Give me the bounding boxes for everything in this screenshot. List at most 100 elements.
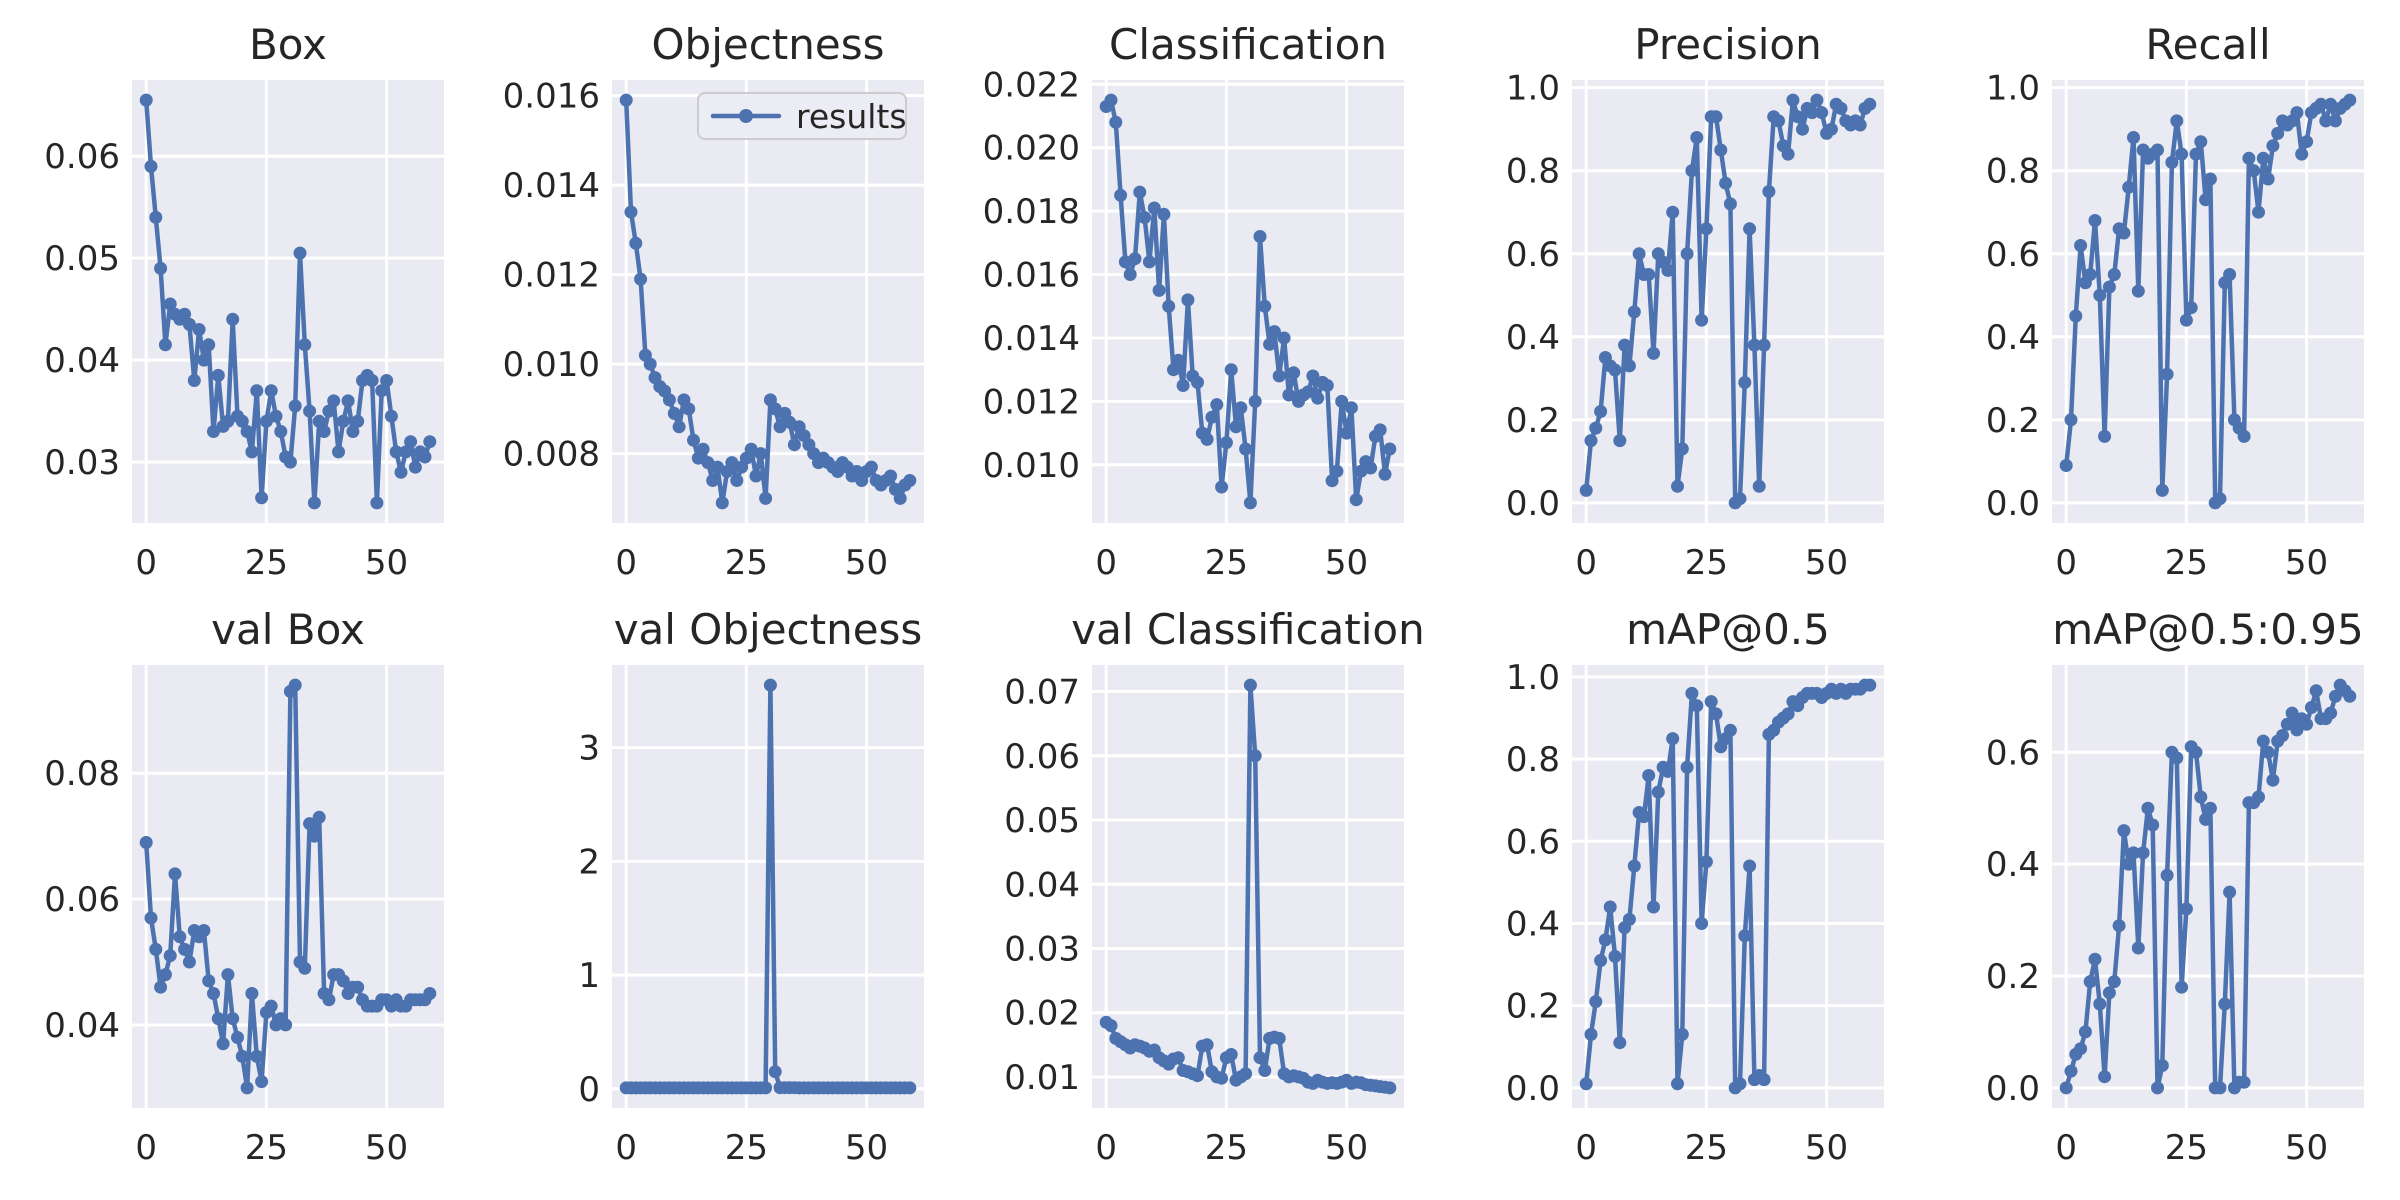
data-point-marker bbox=[1215, 1071, 1229, 1085]
data-point-marker bbox=[158, 338, 172, 352]
data-point-marker bbox=[1267, 325, 1281, 339]
y-tick-label: 0.022 bbox=[983, 65, 1080, 105]
x-tick-label: 50 bbox=[2285, 543, 2328, 583]
data-point-marker bbox=[423, 987, 437, 1000]
data-point-marker bbox=[730, 474, 744, 487]
data-point-marker bbox=[1632, 247, 1646, 261]
data-point-marker bbox=[1277, 331, 1291, 345]
subplot-row-train: Box 0 25 50 0.03 0.04 0.05 0.06 Objectness 0 25… bbox=[44, 0, 2400, 600]
data-point-marker bbox=[2304, 701, 2318, 714]
data-point-marker bbox=[2266, 773, 2280, 787]
data-point-marker bbox=[2203, 172, 2217, 186]
data-point-marker bbox=[168, 867, 182, 881]
data-point-marker bbox=[1757, 1073, 1771, 1087]
data-point-marker bbox=[1200, 1038, 1214, 1052]
data-point-marker bbox=[298, 338, 312, 352]
data-point-marker bbox=[1680, 247, 1694, 261]
data-point-marker bbox=[1810, 93, 1824, 107]
data-point-marker bbox=[2213, 1081, 2227, 1095]
data-point-marker bbox=[1709, 110, 1723, 124]
data-point-marker bbox=[2155, 483, 2169, 497]
y-tick-label: 1.0 bbox=[1986, 69, 2040, 109]
data-point-marker bbox=[1349, 493, 1363, 507]
data-point-marker bbox=[2160, 367, 2174, 381]
x-tick-label: 0 bbox=[1575, 1128, 1597, 1168]
y-tick-label: 0.2 bbox=[1506, 401, 1560, 441]
data-point-marker bbox=[1123, 268, 1137, 281]
y-tick-label: 1.0 bbox=[1506, 69, 1560, 109]
data-point-marker bbox=[725, 456, 739, 470]
data-point-marker bbox=[1191, 1069, 1204, 1083]
data-point-marker bbox=[1181, 293, 1195, 307]
data-point-marker bbox=[1200, 432, 1214, 446]
x-tick-label: 0 bbox=[135, 1128, 157, 1168]
y-tick-label: 0.4 bbox=[1506, 904, 1560, 944]
subplot-recall: Recall 0 25 50 0.0 0.2 0.4 0.6 0.8 1.0 bbox=[1920, 0, 2400, 600]
data-point-marker bbox=[1613, 1036, 1627, 1050]
data-point-marker bbox=[1709, 707, 1723, 721]
y-tick-label: 0.4 bbox=[1986, 318, 2040, 358]
data-point-marker bbox=[2290, 723, 2304, 737]
data-point-marker bbox=[1738, 929, 1752, 943]
y-tick-label: 0.06 bbox=[1004, 737, 1080, 777]
data-point-marker bbox=[1330, 464, 1344, 478]
y-tick-label: 0.8 bbox=[1506, 740, 1560, 780]
data-point-marker bbox=[1239, 1067, 1253, 1081]
y-tick-label: 3 bbox=[578, 729, 600, 769]
data-point-marker bbox=[269, 409, 283, 423]
data-point-marker bbox=[187, 374, 201, 387]
y-tick-label: 0.016 bbox=[983, 256, 1080, 296]
y-tick-label: 0.0 bbox=[1986, 1069, 2040, 1109]
data-point-marker bbox=[1642, 268, 1656, 281]
data-point-marker bbox=[235, 414, 249, 428]
chart-title-map50-95: mAP@0.5:0.95 bbox=[2052, 605, 2364, 654]
data-point-marker bbox=[1738, 376, 1752, 389]
data-point-marker bbox=[1373, 423, 1387, 437]
chart-val-objectness-canvas: 0 25 50 0 1 2 3 bbox=[578, 665, 924, 1168]
data-point-marker bbox=[2165, 155, 2179, 169]
data-point-marker bbox=[2223, 268, 2237, 281]
data-point-marker bbox=[1215, 480, 1229, 494]
data-point-marker bbox=[245, 987, 259, 1000]
data-point-marker bbox=[303, 404, 317, 418]
data-point-marker bbox=[2266, 139, 2280, 153]
data-point-marker bbox=[2107, 268, 2121, 281]
data-point-marker bbox=[192, 323, 206, 336]
x-tick-label: 25 bbox=[1205, 543, 1248, 583]
chart-title-map50: mAP@0.5 bbox=[1626, 605, 1830, 654]
data-point-marker bbox=[1690, 699, 1704, 713]
y-tick-label: 0.010 bbox=[983, 446, 1080, 486]
data-point-marker bbox=[245, 445, 259, 459]
x-tick-label: 25 bbox=[245, 1128, 288, 1168]
data-point-marker bbox=[322, 993, 336, 1007]
chart-precision-canvas: 0 25 50 0.0 0.2 0.4 0.6 0.8 1.0 bbox=[1506, 69, 1884, 583]
data-point-marker bbox=[2136, 846, 2150, 860]
chart-objectness-canvas: 0 25 50 0.008 0.010 0.012 0.014 0.016 results bbox=[503, 77, 924, 583]
data-point-marker bbox=[327, 394, 341, 408]
legend-label: results bbox=[796, 97, 907, 136]
x-tick-label: 50 bbox=[845, 1128, 888, 1168]
data-point-marker bbox=[1772, 114, 1785, 128]
data-point-marker bbox=[759, 1081, 773, 1095]
data-point-marker bbox=[634, 272, 648, 286]
data-point-marker bbox=[1733, 1077, 1747, 1091]
data-point-marker bbox=[1791, 110, 1805, 124]
data-point-marker bbox=[384, 409, 398, 423]
data-point-marker bbox=[178, 942, 192, 956]
data-point-marker bbox=[307, 496, 321, 510]
data-point-marker bbox=[418, 450, 432, 464]
data-point-marker bbox=[2252, 205, 2265, 219]
data-point-marker bbox=[2324, 706, 2338, 720]
data-point-marker bbox=[240, 1081, 254, 1095]
data-point-marker bbox=[173, 930, 187, 944]
data-point-marker bbox=[2117, 824, 2131, 838]
x-tick-label: 25 bbox=[725, 543, 768, 583]
data-point-marker bbox=[298, 961, 312, 975]
data-point-marker bbox=[2213, 492, 2227, 506]
data-point-marker bbox=[1723, 723, 1737, 737]
chart-map50-95-canvas: 0 25 50 0.0 0.2 0.4 0.6 bbox=[1986, 665, 2364, 1168]
data-point-marker bbox=[1287, 366, 1301, 380]
data-point-marker bbox=[255, 1075, 269, 1089]
y-tick-label: 0.4 bbox=[1986, 845, 2040, 885]
